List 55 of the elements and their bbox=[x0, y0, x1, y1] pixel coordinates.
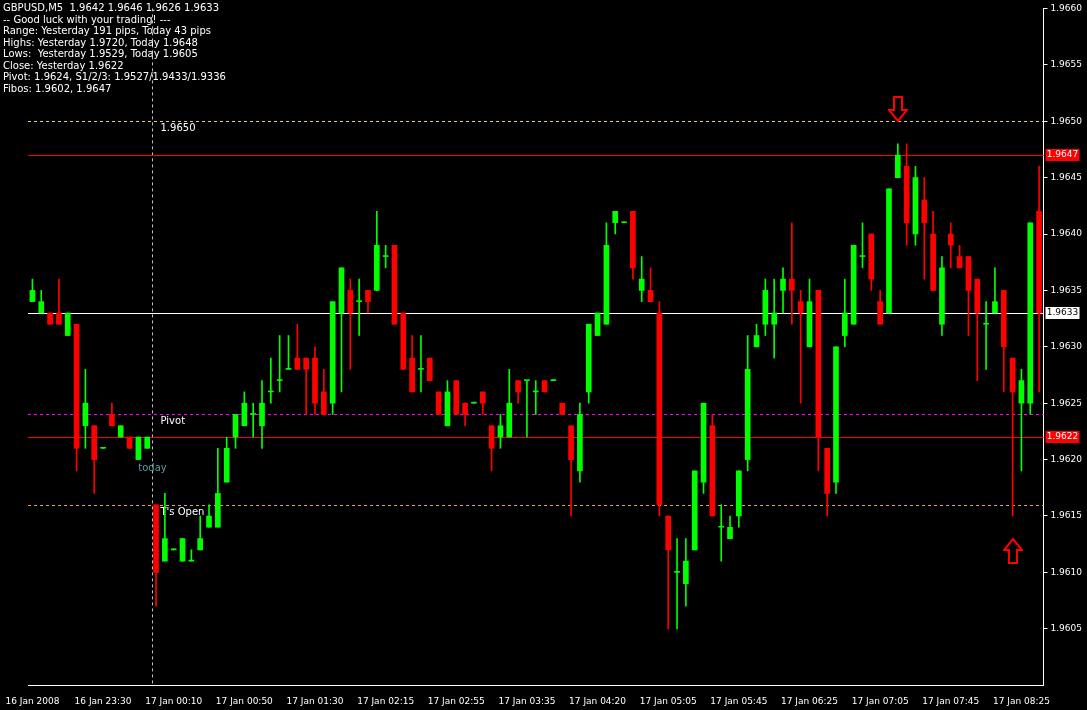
annotation: Highs: Yesterday 1.9720, Today 1.9648 bbox=[3, 36, 199, 48]
x-tick-label: 17 Jan 06:25 bbox=[781, 695, 838, 706]
x-tick-label: 16 Jan 23:30 bbox=[74, 695, 132, 706]
y-tick-label: 1.9615 bbox=[1050, 510, 1083, 521]
x-tick-label: 17 Jan 07:05 bbox=[851, 695, 909, 706]
chart-title: GBPUSD,M5 1.9642 1.9646 1.9626 1.9633 bbox=[3, 2, 221, 14]
ref-line-label: 1.9633 bbox=[1046, 307, 1079, 318]
x-tick-label: 16 Jan 2008 bbox=[5, 695, 60, 706]
annotation: today bbox=[138, 462, 167, 474]
candlestick bbox=[797, 290, 804, 404]
annotation: Pivot: 1.9624, S1/2/3: 1.9527/1.9433/1.9336 bbox=[3, 71, 226, 83]
candlestick bbox=[356, 278, 362, 336]
annotation: Close: Yesterday 1.9622 bbox=[3, 59, 125, 71]
candlestick bbox=[789, 222, 795, 325]
ref-line-label: 1.9650 bbox=[160, 122, 196, 134]
y-tick-label: 1.9625 bbox=[1050, 397, 1083, 408]
y-tick-label: 1.9620 bbox=[1050, 453, 1083, 464]
x-tick-label: 17 Jan 07:45 bbox=[922, 695, 980, 706]
candlestick bbox=[718, 504, 725, 562]
candlestick bbox=[524, 379, 530, 438]
y-tick-label: 1.9635 bbox=[1050, 284, 1083, 295]
y-tick-label: 1.9610 bbox=[1050, 566, 1083, 577]
x-tick-label: 17 Jan 01:30 bbox=[286, 695, 344, 706]
candlestick bbox=[771, 278, 778, 359]
ref-line-label: 1.9622 bbox=[1046, 431, 1079, 442]
y-tick-label: 1.9645 bbox=[1050, 171, 1083, 182]
candlestick bbox=[418, 335, 424, 393]
x-tick-label: 17 Jan 05:05 bbox=[639, 695, 697, 706]
x-tick-label: 17 Jan 04:20 bbox=[569, 695, 627, 706]
y-tick-label: 1.9660 bbox=[1050, 2, 1083, 13]
candlestick bbox=[303, 357, 309, 415]
x-tick-label: 17 Jan 02:55 bbox=[427, 695, 485, 706]
candlestick bbox=[921, 177, 928, 280]
x-tick-label: 17 Jan 03:35 bbox=[498, 695, 556, 706]
annotation: Fibos: 1.9602, 1.9647 bbox=[3, 82, 113, 94]
annotation: Lows: Yesterday 1.9529, Today 1.9605 bbox=[3, 48, 199, 60]
x-tick-label: 17 Jan 05:45 bbox=[710, 695, 768, 706]
candlestick bbox=[983, 301, 989, 370]
candlestick bbox=[276, 335, 283, 393]
x-tick-label: 17 Jan 08:25 bbox=[992, 695, 1050, 706]
annotation: Range: Yesterday 191 pips, Today 43 pips bbox=[3, 25, 212, 37]
x-tick-label: 17 Jan 00:50 bbox=[215, 695, 274, 706]
candlestick bbox=[250, 402, 257, 438]
y-tick-label: 1.9640 bbox=[1050, 228, 1083, 239]
y-tick-label: 1.9630 bbox=[1050, 341, 1083, 352]
x-tick-label: 17 Jan 00:10 bbox=[145, 695, 203, 706]
ref-line-label: Pivot bbox=[160, 415, 186, 427]
y-tick-label: 1.9650 bbox=[1050, 115, 1083, 126]
annotation: -- Good luck with your trading! --- bbox=[3, 13, 172, 25]
y-tick-label: 1.9605 bbox=[1050, 623, 1083, 634]
x-tick-label: 17 Jan 02:15 bbox=[357, 695, 415, 706]
candlestick bbox=[347, 278, 354, 370]
candlestick bbox=[674, 538, 680, 630]
y-tick-label: 1.9655 bbox=[1050, 59, 1083, 70]
ref-line-label: 1.9647 bbox=[1046, 149, 1079, 160]
